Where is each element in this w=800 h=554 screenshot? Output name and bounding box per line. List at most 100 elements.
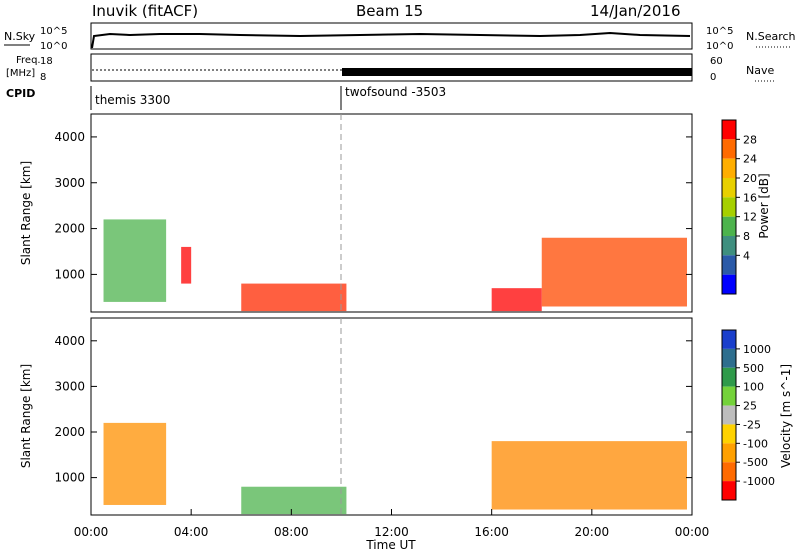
velocity-colorbar-seg-8 (722, 481, 736, 500)
velocity-colorbar-tick-label-4: -25 (743, 418, 761, 431)
velocity-colorbar-seg-5 (722, 424, 736, 444)
cpid-mode-2: twofsound -3503 (345, 85, 446, 99)
x-axis: 00:00 04:00 08:00 12:00 16:00 20:00 00:00 (74, 509, 710, 539)
x-tick-label-3: 12:00 (374, 525, 409, 539)
power-colorbar-tick-label-5: 8 (743, 230, 750, 243)
freq-panel-frame (90, 53, 693, 82)
power-marks (103, 219, 687, 312)
beam-title: Beam 15 (356, 2, 423, 20)
power-frame (90, 113, 693, 313)
power-patch-2 (241, 283, 347, 312)
cpid-row: CPID themis 3300 twofsound -3503 (6, 85, 446, 110)
velocity-colorbar-seg-0 (722, 330, 736, 349)
nave-tick-top: 60 (710, 56, 723, 67)
x-tick-label-2: 08:00 (274, 525, 309, 539)
nave-label: Nave (746, 64, 774, 77)
velocity-ytick-label-2: 3000 (54, 379, 85, 393)
power-colorbar-seg-0 (722, 120, 736, 140)
nave-trace-block (342, 68, 692, 76)
noise-right-label: N.Search (746, 30, 796, 43)
velocity-colorbar-label: Velocity [m s^-1] (779, 364, 793, 468)
noise-right-tick-top: 10^5 (706, 26, 733, 37)
velocity-ytick-label-1: 2000 (54, 425, 85, 439)
freq-tick-top: 18 (40, 56, 53, 67)
power-colorbar-seg-6 (722, 236, 736, 256)
noise-sky-trace (91, 31, 691, 49)
freq-tick-bottom: 8 (40, 72, 46, 83)
power-patch-0 (103, 219, 167, 302)
x-tick-label-4: 16:00 (474, 525, 509, 539)
velocity-colorbar: 1000 500 100 25 -25 -100 -500 -1000 (721, 329, 775, 501)
power-ytick-label-3: 4000 (54, 130, 85, 144)
velocity-colorbar-seg-6 (722, 443, 736, 463)
velocity-ytick-label-0: 1000 (54, 471, 85, 485)
freq-label-line2: [MHz] (6, 68, 35, 79)
power-y-label: Slant Range [km] (19, 161, 33, 265)
velocity-marks (103, 422, 687, 515)
noise-left-label: N.Sky (4, 30, 36, 43)
velocity-colorbar-seg-4 (722, 405, 736, 425)
velocity-colorbar-tick-label-2: 100 (743, 381, 764, 394)
noise-panel: N.Sky 10^5 10^0 10^5 10^0 N.Search (4, 22, 796, 52)
power-colorbar-seg-1 (722, 139, 736, 159)
power-colorbar-tick-label-3: 16 (743, 191, 757, 204)
velocity-colorbar-seg-2 (722, 367, 736, 387)
power-y-axis: 1000 2000 3000 4000 (54, 130, 692, 281)
velocity-colorbar-seg-3 (722, 386, 736, 406)
power-ytick-label-0: 1000 (54, 267, 85, 281)
power-patch-3 (491, 288, 542, 312)
velocity-y-axis: 1000 2000 3000 4000 (54, 334, 692, 485)
velocity-colorbar-frame (721, 329, 737, 501)
x-tick-label-5: 20:00 (575, 525, 610, 539)
velocity-colorbar-seg-1 (722, 348, 736, 368)
power-colorbar-seg-8 (722, 274, 736, 294)
cpid-mode-1: themis 3300 (95, 93, 170, 107)
power-colorbar-tick-label-2: 20 (743, 172, 757, 185)
station-title: Inuvik (fitACF) (92, 2, 198, 20)
power-colorbar-tick-label-1: 24 (743, 153, 757, 166)
velocity-y-label: Slant Range [km] (19, 364, 33, 468)
power-colorbar-seg-2 (722, 158, 736, 178)
power-patch-1 (181, 246, 192, 284)
power-colorbar-seg-7 (722, 255, 736, 275)
noise-left-tick-top: 10^5 (40, 26, 67, 37)
date-title: 14/Jan/2016 (590, 2, 681, 20)
velocity-patch-2 (491, 441, 687, 510)
freq-panel: Freq. [MHz] 18 8 60 0 Nave (6, 53, 775, 83)
noise-right-tick-bottom: 10^0 (706, 41, 733, 52)
freq-label-line1: Freq. (16, 55, 41, 66)
x-tick-label-1: 04:00 (174, 525, 209, 539)
x-axis-label: Time UT (365, 538, 416, 552)
power-ytick-label-1: 2000 (54, 222, 85, 236)
power-colorbar-tick-label-4: 12 (743, 211, 757, 224)
power-colorbar-tick-label-0: 28 (743, 133, 757, 146)
cpid-label: CPID (6, 87, 35, 100)
velocity-colorbar-tick-label-6: -500 (743, 456, 768, 469)
x-tick-label-0: 00:00 (74, 525, 109, 539)
velocity-colorbar-tick-label-7: -1000 (743, 475, 775, 488)
velocity-panel: 1000 2000 3000 4000 Slant Range [km] 1000 50… (19, 317, 793, 516)
velocity-colorbar-tick-label-0: 1000 (743, 343, 771, 356)
power-colorbar-seg-4 (722, 197, 736, 217)
noise-left-tick-bottom: 10^0 (40, 41, 67, 52)
velocity-colorbar-tick-label-3: 25 (743, 400, 757, 413)
velocity-patch-1 (241, 486, 347, 515)
nave-tick-bottom: 0 (710, 72, 716, 83)
power-panel: 1000 2000 3000 4000 Slant Range [km] 28 24 20… (19, 113, 771, 313)
velocity-colorbar-seg-7 (722, 462, 736, 482)
noise-panel-frame (90, 22, 693, 50)
power-colorbar-seg-5 (722, 216, 736, 236)
power-colorbar-label: Power [dB] (757, 173, 771, 238)
x-tick-label-6: 00:00 (675, 525, 710, 539)
power-colorbar-seg-3 (722, 178, 736, 198)
power-colorbar: 28 24 20 16 12 8 4 (721, 119, 757, 295)
velocity-colorbar-tick-label-5: -100 (743, 437, 768, 450)
power-patch-4 (541, 237, 687, 307)
velocity-colorbar-tick-label-1: 500 (743, 362, 764, 375)
velocity-ytick-label-3: 4000 (54, 334, 85, 348)
power-colorbar-frame (721, 119, 737, 295)
velocity-patch-0 (103, 422, 167, 505)
power-colorbar-tick-label-6: 4 (743, 249, 750, 262)
power-ytick-label-2: 3000 (54, 176, 85, 190)
